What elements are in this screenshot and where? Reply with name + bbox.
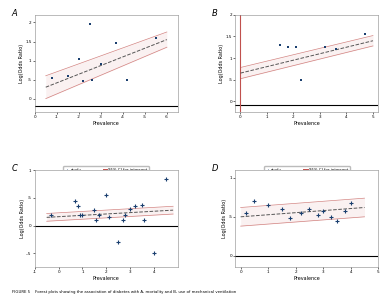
Point: [120, 218, 126, 222]
Point: [298, 77, 305, 82]
Point: [298, 211, 304, 215]
Point: [127, 207, 133, 211]
Point: [115, 240, 121, 245]
Legend: study, Regression line, 95% CI for intercept: study, Regression line, 95% CI for inter…: [63, 166, 149, 178]
Point: [74, 204, 81, 209]
Point: [279, 207, 285, 211]
Y-axis label: Log(Odds Ratio): Log(Odds Ratio): [222, 199, 227, 238]
Point: [91, 208, 98, 213]
Y-axis label: Log(Odds Ratio): Log(Odds Ratio): [19, 44, 24, 83]
Point: [163, 176, 169, 181]
Point: [293, 45, 299, 50]
Point: [348, 200, 354, 205]
Point: [315, 213, 321, 218]
Point: [65, 73, 71, 78]
Point: [122, 212, 129, 217]
Point: [139, 202, 145, 207]
Point: [72, 198, 78, 203]
Point: [151, 251, 157, 256]
Point: [306, 207, 313, 211]
Point: [103, 193, 109, 198]
Point: [342, 208, 348, 213]
Point: [96, 212, 102, 217]
Point: [362, 32, 368, 37]
Point: [76, 56, 82, 61]
Point: [80, 212, 86, 217]
X-axis label: Prevalence: Prevalence: [293, 121, 320, 126]
Point: [285, 45, 291, 50]
Point: [87, 22, 93, 27]
Point: [49, 75, 56, 80]
Point: [93, 218, 99, 222]
Point: [48, 212, 54, 217]
Point: [265, 203, 271, 208]
Text: D: D: [212, 164, 219, 173]
Point: [333, 47, 339, 52]
Point: [98, 62, 104, 67]
Text: A: A: [12, 9, 18, 18]
Point: [243, 211, 249, 215]
Point: [80, 79, 86, 84]
Point: [287, 216, 293, 221]
Point: [141, 218, 147, 222]
Text: C: C: [12, 164, 18, 173]
Y-axis label: Log(Odds Ratio): Log(Odds Ratio): [219, 44, 224, 83]
Point: [124, 77, 130, 82]
Point: [251, 199, 257, 204]
Point: [320, 208, 326, 213]
Point: [334, 218, 340, 223]
X-axis label: Prevalence: Prevalence: [93, 121, 120, 126]
Point: [89, 78, 95, 83]
Y-axis label: Log(Odds Ratio): Log(Odds Ratio): [20, 199, 25, 238]
Point: [277, 43, 283, 48]
Point: [113, 41, 119, 46]
X-axis label: Prevalence: Prevalence: [93, 276, 120, 281]
Point: [153, 35, 159, 40]
Point: [106, 215, 112, 220]
Point: [328, 214, 335, 219]
X-axis label: Prevalence: Prevalence: [293, 276, 320, 281]
Point: [77, 212, 83, 217]
Legend: study, Regression line, 95% CI for intercept: study, Regression line, 95% CI for inter…: [264, 166, 350, 178]
Text: FIGURE 5    Forest plots showing the association of diabetes with A, mortality a: FIGURE 5 Forest plots showing the associ…: [12, 290, 236, 294]
Point: [322, 45, 328, 50]
Text: B: B: [212, 9, 218, 18]
Point: [132, 204, 138, 209]
